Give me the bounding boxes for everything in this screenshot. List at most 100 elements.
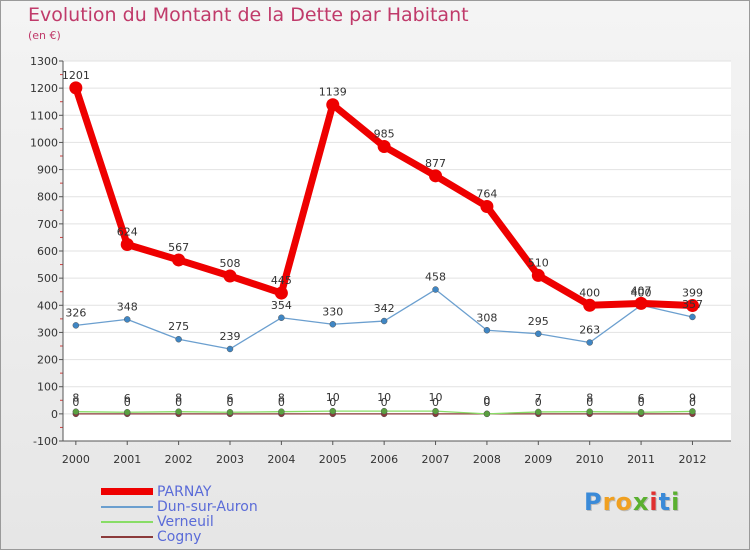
data-label: 445: [271, 274, 292, 287]
y-tick-label: 500: [37, 272, 58, 285]
data-label: 6: [227, 392, 234, 405]
x-tick-label: 2006: [370, 453, 398, 466]
legend-label-parnay: PARNAY: [157, 483, 212, 500]
data-label: 1201: [62, 69, 90, 82]
data-point: [223, 269, 237, 283]
data-label: 0: [483, 396, 490, 409]
data-label: 1139: [319, 86, 347, 99]
data-point: [535, 330, 542, 338]
chart-subtitle: (en €): [28, 29, 61, 42]
data-label: 348: [117, 300, 138, 313]
data-label: 0: [432, 396, 439, 409]
data-point: [634, 296, 648, 310]
data-point: [380, 317, 388, 325]
legend-label-cogny: Cogny: [157, 528, 202, 545]
y-tick-label: 800: [37, 191, 58, 204]
x-tick-label: 2000: [62, 453, 90, 466]
data-point: [226, 408, 234, 416]
y-tick-label: 1000: [30, 136, 58, 149]
data-point: [226, 345, 234, 353]
data-point: [377, 140, 391, 153]
data-label: 9: [689, 391, 696, 404]
data-label: 400: [579, 286, 600, 299]
data-point: [586, 339, 593, 346]
x-tick-label: 2009: [524, 453, 552, 466]
data-label: 8: [72, 392, 79, 405]
data-label: 0: [72, 396, 79, 409]
data-label: 342: [374, 302, 395, 315]
logo-letter: r: [602, 488, 616, 516]
data-point: [483, 327, 491, 334]
data-point: [72, 322, 80, 329]
x-tick-label: 2003: [216, 453, 244, 466]
data-label: 10: [326, 391, 340, 404]
data-label: 275: [168, 320, 189, 333]
data-label: 0: [381, 396, 388, 409]
data-label: 357: [682, 298, 703, 311]
data-label: 6: [638, 392, 645, 405]
data-point: [175, 408, 182, 415]
data-point: [120, 237, 134, 251]
logo-letter: P: [584, 488, 603, 516]
y-tick-label: 300: [37, 326, 58, 339]
y-tick-label: -100: [33, 435, 58, 448]
data-label: 764: [476, 187, 497, 200]
data-label: 8: [586, 392, 593, 405]
data-label: 399: [682, 287, 703, 300]
logo-letter: x: [632, 488, 650, 516]
data-point: [535, 408, 542, 416]
data-point: [480, 199, 494, 213]
data-point: [429, 169, 443, 183]
x-tick-label: 2011: [627, 453, 655, 466]
data-point: [531, 268, 545, 282]
data-label: 567: [168, 241, 189, 254]
data-label: 330: [322, 305, 343, 318]
y-tick-label: 600: [37, 245, 58, 258]
x-tick-label: 2008: [473, 453, 501, 466]
data-point: [69, 81, 83, 95]
data-point: [278, 314, 285, 322]
x-tick-label: 2010: [576, 453, 604, 466]
data-point: [637, 408, 645, 416]
data-label: 400: [631, 286, 652, 299]
data-label: 0: [689, 396, 696, 409]
legend-swatch-parnay: [101, 488, 153, 495]
data-point: [583, 298, 597, 312]
y-tick-label: 200: [37, 354, 58, 367]
data-label: 354: [271, 299, 292, 312]
data-point: [432, 286, 439, 293]
data-point: [586, 408, 593, 415]
data-label: 407: [631, 284, 652, 297]
y-tick-label: 1100: [30, 109, 58, 122]
data-point: [329, 321, 337, 328]
y-tick-label: 400: [37, 299, 58, 312]
x-tick-label: 2007: [422, 453, 450, 466]
data-point: [685, 299, 699, 313]
data-label: 458: [425, 271, 446, 284]
data-label: 326: [65, 306, 86, 319]
y-tick-label: 0: [51, 408, 58, 421]
data-label: 10: [429, 391, 443, 404]
logo-letter: o: [615, 488, 633, 516]
legend-swatch-dun-sur-auron: [101, 505, 153, 508]
data-label: 239: [220, 330, 241, 343]
chart-title: Evolution du Montant de la Dette par Hab…: [28, 4, 469, 26]
data-label: 0: [227, 396, 234, 409]
x-tick-label: 2005: [319, 453, 347, 466]
data-label: 8: [278, 392, 285, 405]
data-label: 0: [483, 394, 490, 407]
data-label: 0: [586, 396, 593, 409]
data-point: [123, 408, 131, 416]
x-tick-label: 2012: [678, 453, 706, 466]
data-point: [278, 408, 285, 415]
x-tick-label: 2004: [267, 453, 295, 466]
data-point: [172, 253, 186, 267]
data-point: [483, 410, 491, 418]
legend: PARNAY Dun-sur-Auron Verneuil Cogny: [101, 483, 258, 545]
data-label: 263: [579, 323, 600, 336]
data-label: 6: [124, 392, 131, 405]
legend-item-verneuil: Verneuil: [101, 514, 258, 530]
data-label: 510: [528, 256, 549, 269]
data-label: 7: [535, 392, 542, 405]
